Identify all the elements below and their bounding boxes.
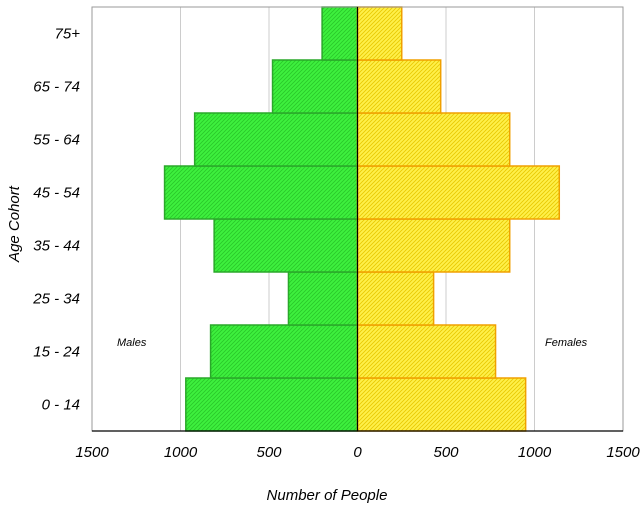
x-tick-label: 1000 — [164, 444, 198, 461]
y-axis-title: Age Cohort — [6, 185, 23, 263]
bar-males — [193, 112, 359, 167]
y-tick-label: 35 - 44 — [33, 238, 80, 255]
bar-males — [321, 6, 359, 61]
x-tick-label: 1500 — [75, 444, 109, 461]
y-tick-label: 65 - 74 — [33, 79, 80, 96]
bar-males — [271, 59, 359, 114]
plot-frame — [91, 6, 624, 432]
bar-females — [356, 112, 511, 167]
bar-females — [356, 324, 497, 379]
males-annotation: Males — [117, 337, 147, 349]
labels: Number of People Age Cohort Males Female… — [6, 26, 640, 505]
bar-males — [287, 271, 359, 326]
bar-males — [163, 165, 359, 220]
bars — [163, 6, 561, 432]
y-tick-label: 15 - 24 — [33, 344, 80, 361]
bar-females — [356, 165, 561, 220]
x-tick-label: 500 — [256, 444, 282, 461]
bar-males — [185, 377, 359, 432]
females-annotation: Females — [545, 337, 588, 349]
x-tick-label: 1000 — [518, 444, 552, 461]
y-tick-label: 0 - 14 — [42, 397, 80, 414]
bar-males — [213, 218, 359, 273]
x-tick-label: 0 — [353, 444, 362, 461]
bar-females — [356, 218, 511, 273]
y-tick-label: 55 - 64 — [33, 132, 80, 149]
x-tick-label: 1500 — [606, 444, 640, 461]
x-axis-title: Number of People — [267, 487, 388, 504]
bar-females — [356, 6, 403, 61]
bar-males — [209, 324, 359, 379]
x-tick-label: 500 — [433, 444, 459, 461]
bar-females — [356, 377, 527, 432]
bar-females — [356, 59, 442, 114]
bar-females — [356, 271, 435, 326]
y-tick-label: 25 - 34 — [32, 291, 80, 308]
y-tick-label: 75+ — [55, 26, 81, 43]
y-tick-label: 45 - 54 — [33, 185, 80, 202]
